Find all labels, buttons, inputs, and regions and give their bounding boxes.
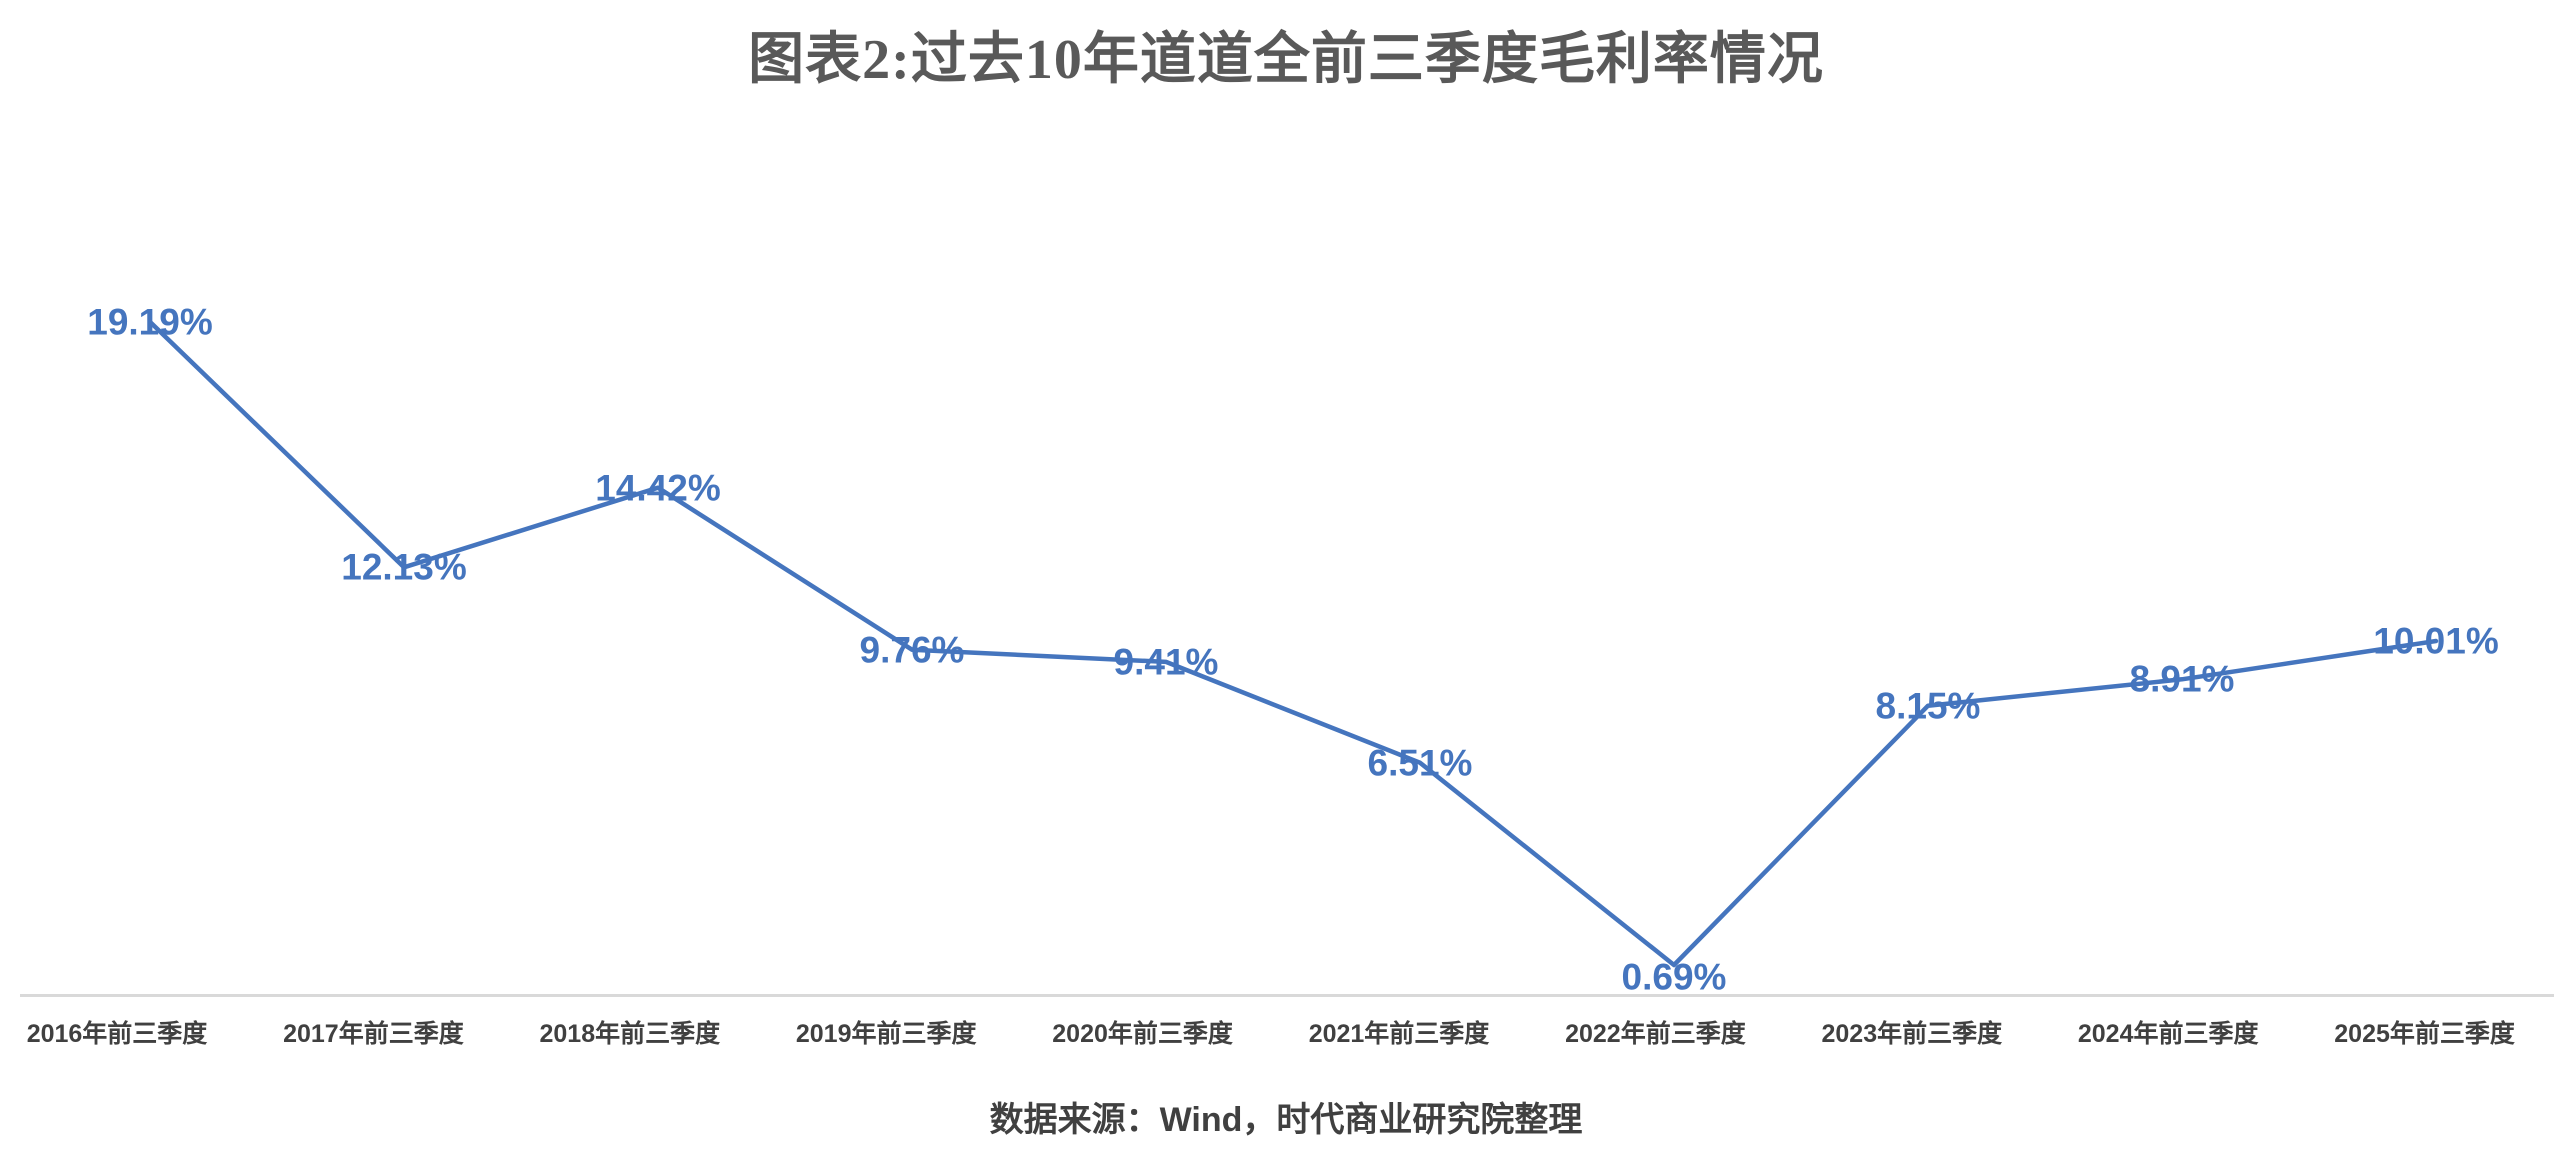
x-axis-label: 2017年前三季度 bbox=[283, 1020, 464, 1048]
data-label: 8.91% bbox=[2129, 658, 2235, 700]
source-note-prefix: 数据来源： bbox=[989, 1102, 1160, 1139]
chart-title: 图表2:过去10年道道全前三季度毛利率情况 bbox=[748, 29, 1824, 91]
x-axis-label: 2025年前三季度 bbox=[2334, 1020, 2515, 1048]
x-axis-label: 2023年前三季度 bbox=[1821, 1020, 2003, 1048]
data-label: 10.01% bbox=[2373, 620, 2499, 662]
data-label: 14.42% bbox=[595, 467, 721, 509]
data-label: 9.76% bbox=[859, 629, 965, 671]
x-axis-label: 2019年前三季度 bbox=[795, 1020, 977, 1048]
x-axis-label: 2020年前三季度 bbox=[1052, 1020, 1233, 1048]
data-label: 12.13% bbox=[341, 546, 467, 588]
x-axis-label: 2021年前三季度 bbox=[1308, 1020, 1490, 1048]
source-note: 数据来源：Wind，时代商业研究院整理 bbox=[0, 1092, 2572, 1141]
x-axis-label: 2016年前三季度 bbox=[26, 1020, 208, 1048]
data-label: 19.19% bbox=[87, 301, 213, 343]
data-label: 0.69% bbox=[1621, 956, 1727, 998]
x-axis-label: 2018年前三季度 bbox=[539, 1020, 721, 1048]
x-axis-line bbox=[20, 994, 2554, 997]
gross-margin-line-series bbox=[147, 319, 2439, 968]
x-axis-label: 2022年前三季度 bbox=[1565, 1020, 1746, 1048]
data-label: 9.41% bbox=[1113, 641, 1219, 683]
data-label: 8.15% bbox=[1875, 685, 1981, 727]
x-axis-label: 2024年前三季度 bbox=[2077, 1020, 2259, 1048]
source-note-suffix: ，时代商业研究院整理 bbox=[1242, 1102, 1583, 1139]
data-label: 6.51% bbox=[1367, 742, 1473, 784]
source-note-brand: Wind bbox=[1159, 1101, 1243, 1139]
